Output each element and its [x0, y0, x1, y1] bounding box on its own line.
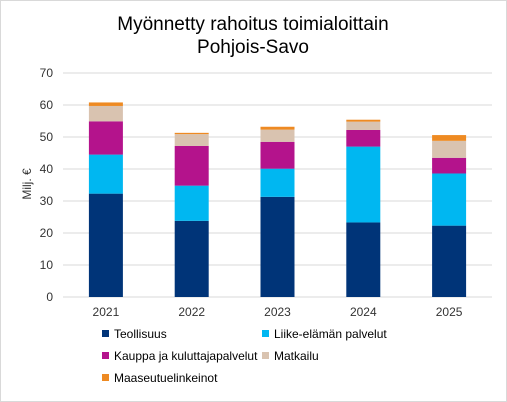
legend-label: Matkailu	[274, 349, 319, 363]
bar-segment	[346, 129, 381, 147]
bar-segment	[346, 121, 381, 130]
bar-segment	[174, 220, 209, 297]
bar-segment	[346, 222, 381, 297]
legend-swatch	[102, 374, 109, 381]
bar-segment	[432, 225, 467, 297]
bar-segment	[432, 157, 467, 174]
y-tick-label: 10	[40, 258, 54, 272]
bar-segment	[88, 193, 123, 297]
bar-segment	[260, 129, 295, 142]
bar-segment	[260, 168, 295, 197]
y-tick-label: 50	[40, 130, 54, 144]
legend-swatch	[262, 352, 269, 359]
x-tick-label: 2025	[436, 305, 463, 319]
bar-segment	[432, 173, 467, 226]
legend-label: Kauppa ja kuluttajapalvelut	[114, 349, 258, 363]
bar-segment	[88, 105, 123, 122]
bar-segment	[174, 185, 209, 221]
y-tick-label: 30	[40, 194, 54, 208]
bar-segment	[260, 196, 295, 297]
legend: Teollisuus Liike-elämän palvelut Kauppa ja…	[102, 327, 387, 385]
chart-title-line: Myönnetty rahoitus toimialoittain	[117, 14, 388, 35]
bar-segment	[174, 132, 209, 135]
chart-title: Myönnetty rahoitus toimialoittainPohjois…	[117, 14, 388, 58]
legend-swatch	[262, 330, 269, 337]
x-tick-label: 2023	[264, 305, 291, 319]
x-tick-label: 2024	[350, 305, 377, 319]
bar-segment	[174, 134, 209, 146]
y-axis-ticks: 0 10 20 30 40 50 60 70	[40, 66, 54, 304]
legend-swatch	[102, 352, 109, 359]
bar-segment	[88, 121, 123, 155]
y-tick-label: 70	[40, 66, 54, 80]
x-tick-label: 2022	[178, 305, 205, 319]
bar-segment	[346, 119, 381, 122]
bar-segment	[432, 140, 467, 158]
x-tick-label: 2021	[93, 305, 120, 319]
y-tick-label: 40	[40, 162, 54, 176]
bar-segment	[260, 141, 295, 169]
legend-label: Liike-elämän palvelut	[274, 327, 387, 341]
bar-segment	[174, 145, 209, 186]
legend-label: Teollisuus	[114, 327, 167, 341]
y-tick-label: 20	[40, 226, 54, 240]
x-axis-ticks: 2021 2022 2023 2024 2025	[93, 305, 463, 319]
bars	[88, 102, 467, 297]
bar-segment	[432, 135, 467, 141]
bar-segment	[88, 102, 123, 106]
bar-segment	[346, 146, 381, 223]
y-tick-label: 60	[40, 98, 54, 112]
bar-segment	[88, 154, 123, 194]
chart-title-line: Pohjois-Savo	[197, 37, 309, 58]
bar-segment	[260, 126, 295, 130]
y-axis-label: Milj. €	[20, 168, 34, 200]
legend-label: Maaseutuelinkeinot	[114, 371, 218, 385]
y-tick-label: 0	[46, 290, 53, 304]
legend-swatch	[102, 330, 109, 337]
